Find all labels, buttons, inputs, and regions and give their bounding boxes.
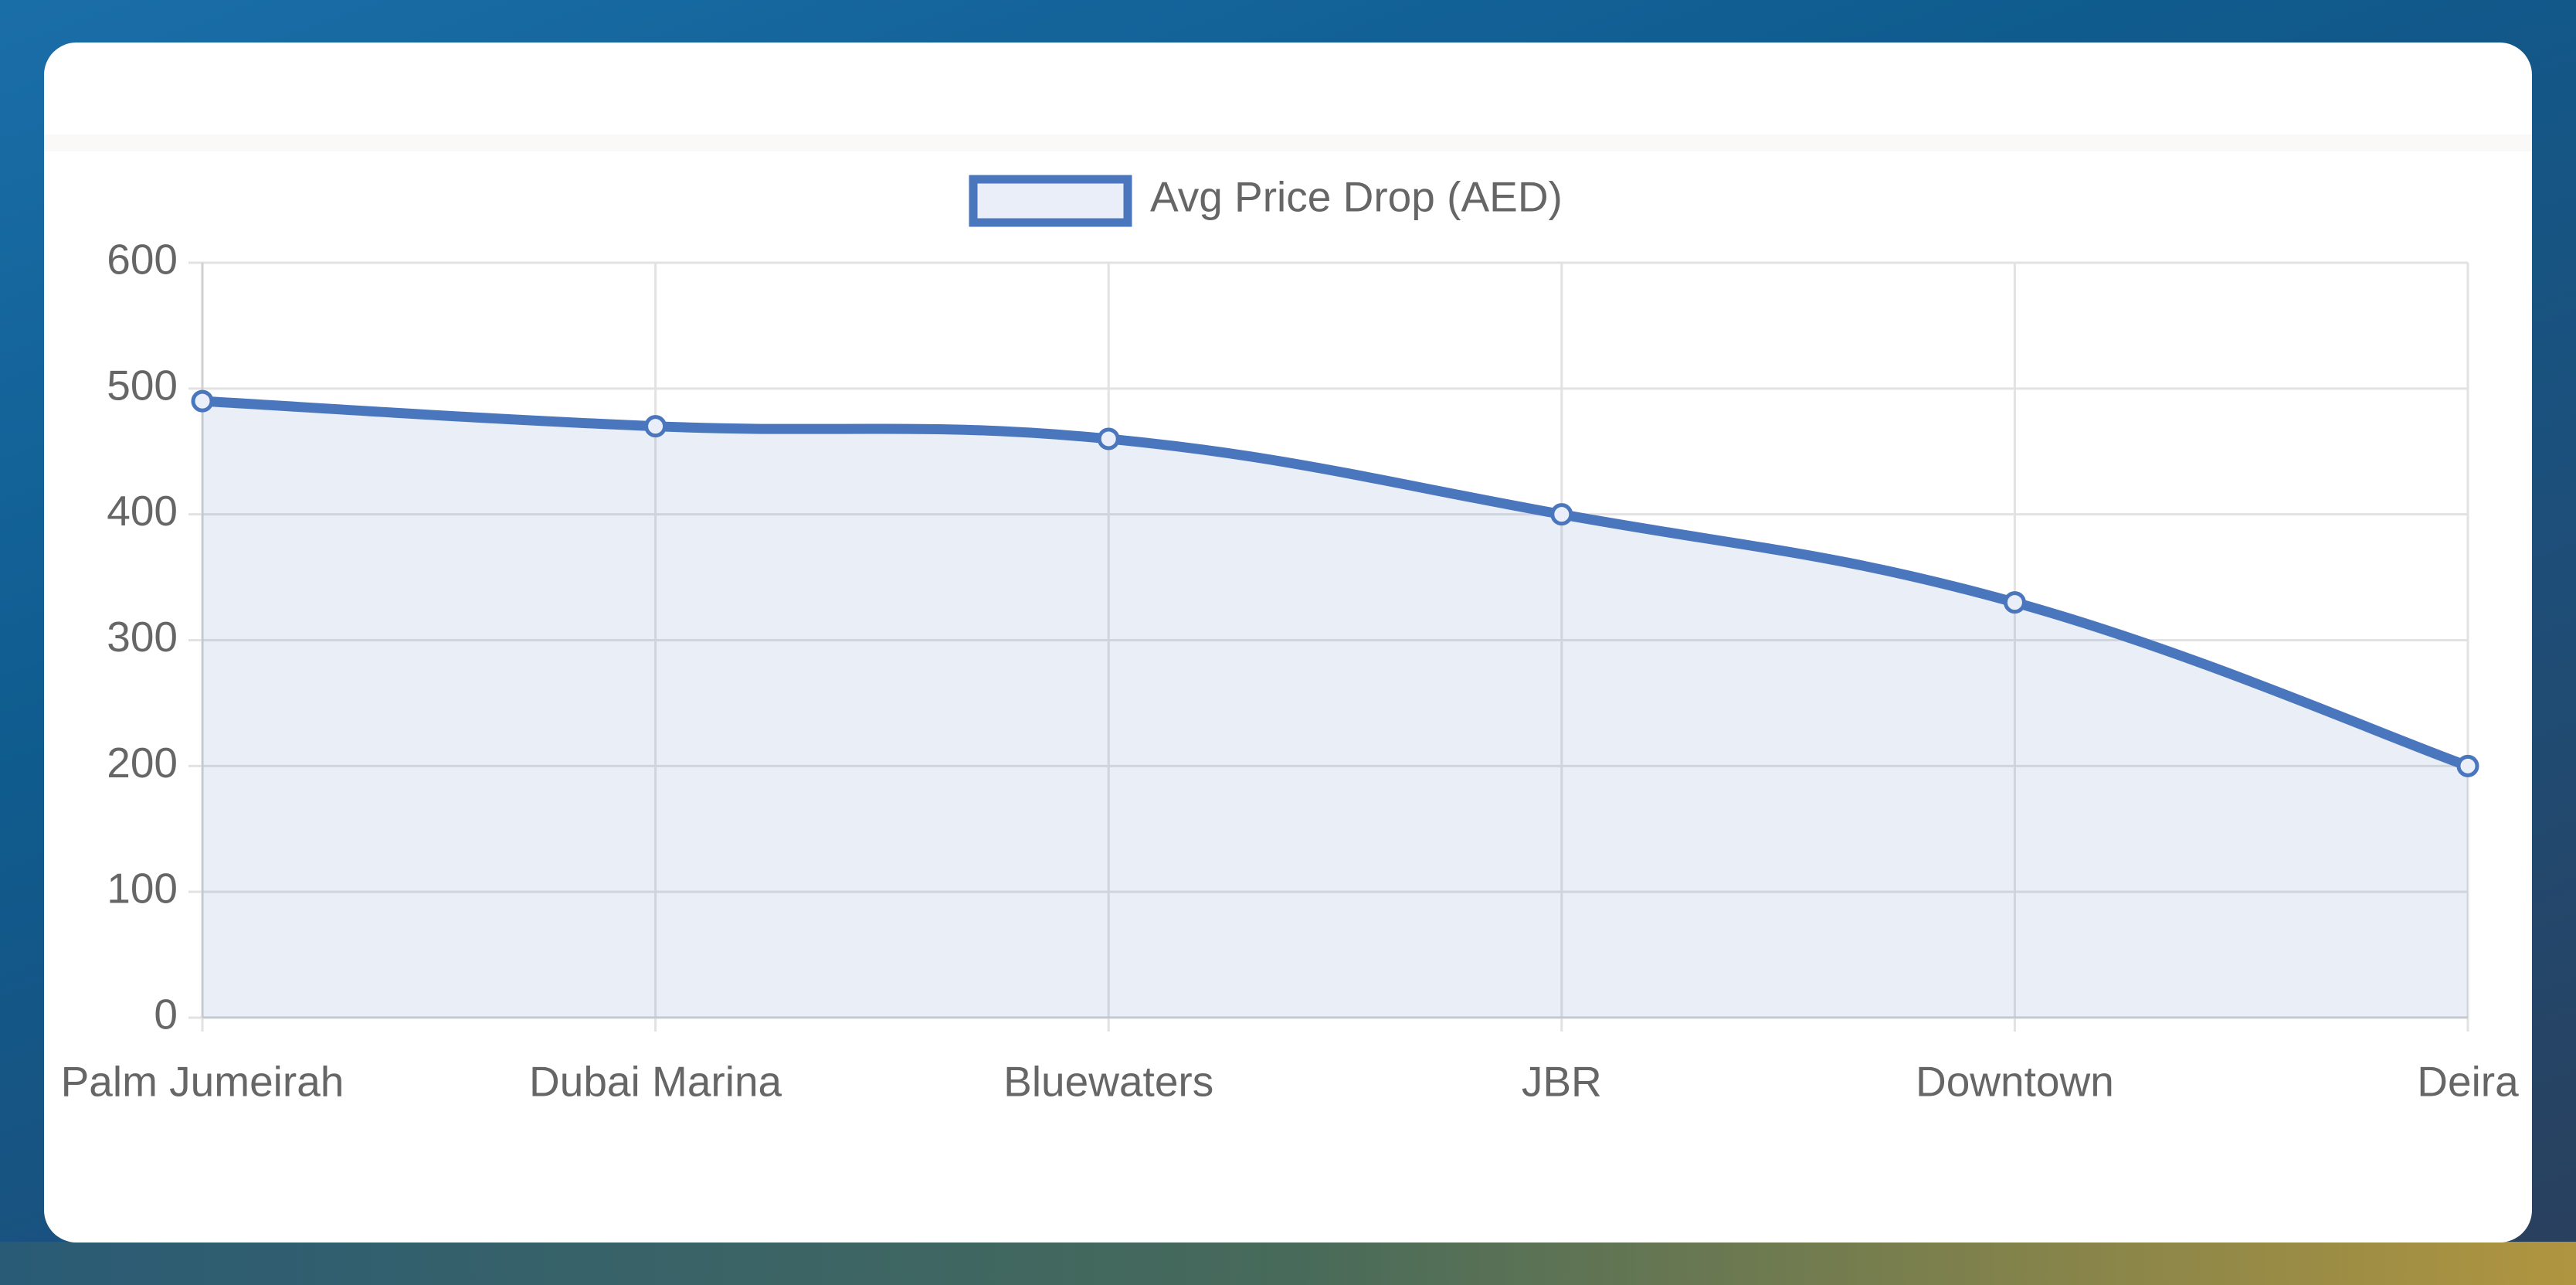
point [2003,591,2026,614]
y-tick-label: 0 [154,991,178,1039]
header-band [44,134,2532,151]
y-tick-label: 500 [107,361,178,409]
legend-swatch [969,175,1132,227]
point [644,415,667,438]
y-tick-label: 200 [107,739,178,787]
y-tick-label: 600 [107,236,178,284]
background-strip [0,1242,2576,1285]
chart-card [44,42,2532,1243]
y-tick-label: 100 [107,865,178,913]
point [1097,427,1120,450]
point [1550,503,1573,526]
legend-label: Avg Price Drop (AED) [1150,173,1563,221]
x-tick-label: Bluewaters [1003,1058,1213,1106]
x-tick-label: Dubai Marina [529,1058,782,1106]
x-tick-label: Deira [2417,1058,2519,1106]
y-tick-label: 400 [107,487,178,535]
point [191,389,214,413]
area [202,401,2468,1018]
line [202,396,2470,771]
point [2456,754,2479,777]
x-tick-label: JBR [1522,1058,1602,1106]
x-tick-label: Downtown [1916,1058,2114,1106]
y-tick-label: 300 [107,613,178,661]
x-tick-label: Palm Jumeirah [61,1058,344,1106]
